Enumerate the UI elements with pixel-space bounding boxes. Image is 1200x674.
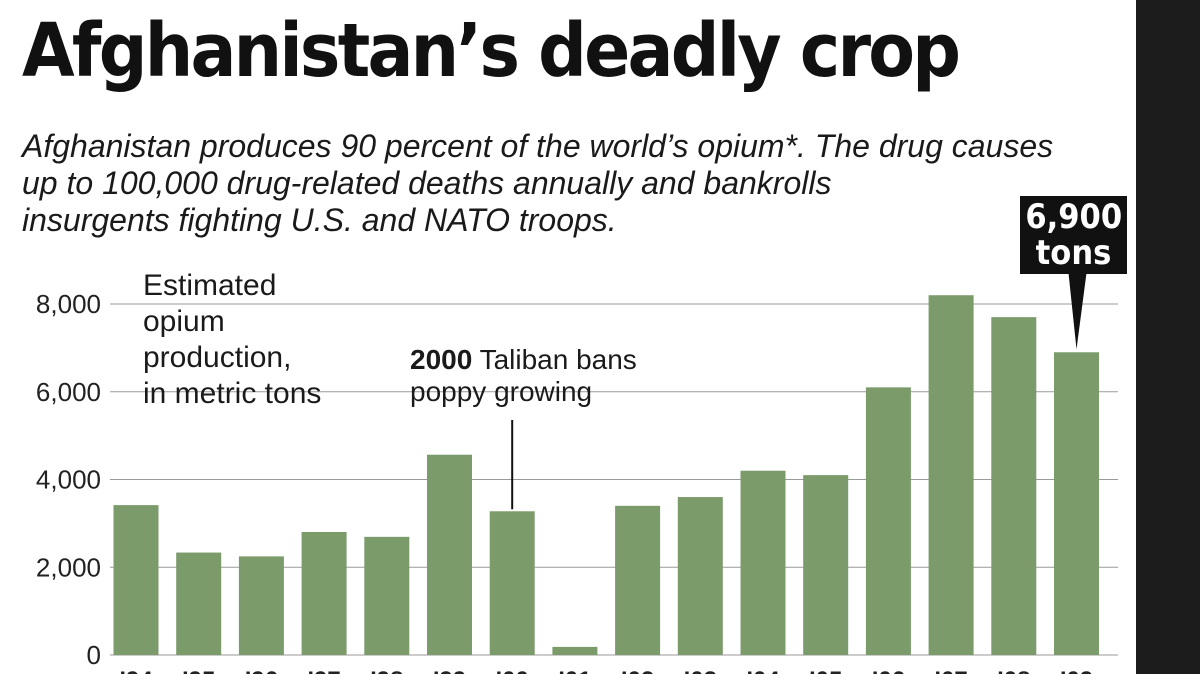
x-axis-ticks: ’94 ’95 ’96 ’97 ’98 ’99 ’00 ’01 ’02 ’03 ’04 ’05 ’06 ’… bbox=[119, 667, 1093, 674]
bar bbox=[427, 454, 472, 655]
y-tick-label: 8,000 bbox=[36, 289, 101, 319]
y-axis-ticks: 0 2,000 4,000 6,000 8,000 bbox=[36, 289, 101, 670]
bar bbox=[803, 475, 849, 655]
right-edge-strip bbox=[1136, 0, 1200, 674]
x-tick-label: ’06 bbox=[872, 667, 905, 674]
annotation-year: 2000 bbox=[410, 344, 473, 375]
bar bbox=[238, 556, 284, 655]
x-tick-label: ’04 bbox=[746, 667, 780, 674]
x-tick-label: ’94 bbox=[119, 667, 153, 674]
x-tick-label: ’03 bbox=[684, 667, 717, 674]
bar bbox=[113, 505, 159, 655]
annotation-leaders bbox=[511, 273, 1087, 510]
bar bbox=[552, 646, 598, 655]
callout-pointer bbox=[1068, 273, 1087, 350]
x-tick-label: ’08 bbox=[997, 667, 1030, 674]
bar bbox=[740, 470, 786, 655]
x-tick-label: ’02 bbox=[621, 667, 654, 674]
bar bbox=[865, 387, 911, 655]
bar bbox=[176, 552, 222, 655]
x-tick-label: ’96 bbox=[245, 667, 278, 674]
subtitle-line-1: Afghanistan produces 90 percent of the w… bbox=[22, 128, 1054, 164]
y-tick-label: 6,000 bbox=[36, 377, 101, 407]
annotation-line-1: 2000 Taliban bans bbox=[410, 344, 637, 376]
page-title: Afghanistan’s deadly crop bbox=[22, 8, 961, 94]
y-tick-label: 2,000 bbox=[36, 552, 101, 582]
bar bbox=[364, 536, 410, 655]
bar bbox=[615, 505, 661, 655]
callout-value: 6,900 bbox=[1025, 197, 1123, 237]
bar bbox=[489, 511, 535, 655]
callout-unit: tons bbox=[1035, 233, 1112, 273]
y-axis-label-line-3: production, bbox=[143, 341, 292, 374]
x-tick-label: ’07 bbox=[934, 667, 967, 674]
x-tick-label: ’05 bbox=[809, 667, 842, 674]
y-axis-label-line-4: in metric tons bbox=[143, 377, 322, 410]
bar bbox=[928, 295, 974, 655]
x-tick-label: ’99 bbox=[433, 667, 466, 674]
x-tick-label: ’01 bbox=[558, 667, 591, 674]
bars bbox=[113, 295, 1099, 655]
bar bbox=[1054, 352, 1099, 655]
peak-callout: 6,900 tons bbox=[1020, 196, 1127, 274]
subtitle: Afghanistan produces 90 percent of the w… bbox=[22, 128, 1112, 239]
annotation-line-2: poppy growing bbox=[410, 376, 593, 407]
subtitle-line-3: insurgents fighting U.S. and NATO troops… bbox=[22, 202, 617, 238]
x-tick-label: ’95 bbox=[182, 667, 215, 674]
y-tick-label: 4,000 bbox=[36, 465, 101, 495]
y-axis-label-line-2: opium bbox=[143, 305, 225, 338]
x-tick-label: ’97 bbox=[307, 667, 340, 674]
y-axis-label: Estimated opium production, in metric to… bbox=[143, 268, 321, 412]
bar bbox=[991, 317, 1037, 655]
taliban-annotation: 2000 Taliban bans poppy growing bbox=[410, 344, 637, 408]
bar bbox=[677, 497, 723, 655]
subtitle-line-2: up to 100,000 drug-related deaths annual… bbox=[22, 165, 832, 201]
annotation-line-1-rest: Taliban bans bbox=[472, 344, 637, 375]
bar bbox=[301, 531, 347, 655]
x-tick-label: ’09 bbox=[1060, 667, 1093, 674]
y-axis-label-line-1: Estimated bbox=[143, 269, 277, 302]
y-tick-label: 0 bbox=[87, 640, 101, 670]
x-tick-label: ’00 bbox=[496, 667, 529, 674]
x-tick-label: ’98 bbox=[370, 667, 403, 674]
